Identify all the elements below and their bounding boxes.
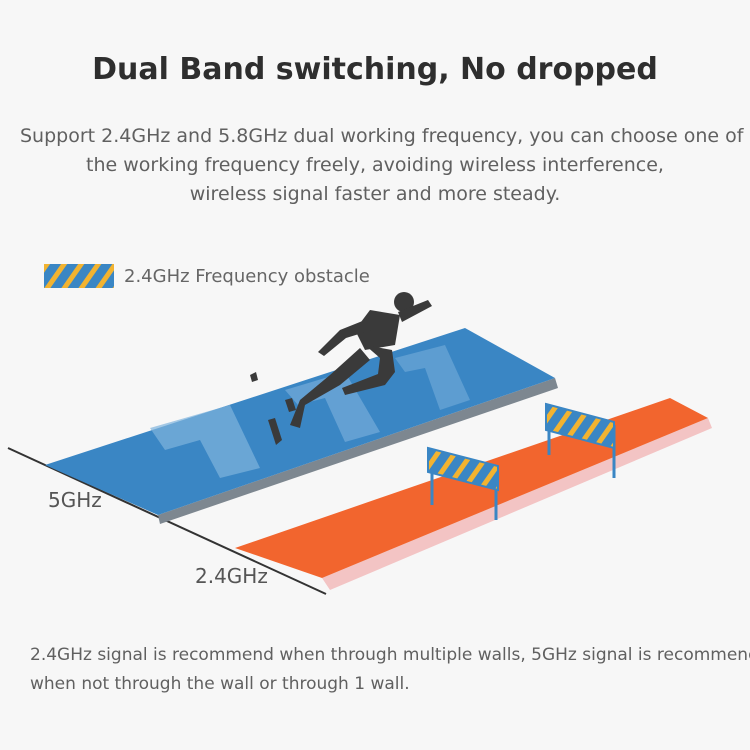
- chevron-mark: [150, 405, 260, 478]
- runner-silhouette: [250, 292, 432, 445]
- legend: 2.4GHz Frequency obstacle: [44, 264, 370, 288]
- footer-note: 2.4GHz signal is recommend when through …: [30, 641, 750, 699]
- subtitle: Support 2.4GHz and 5.8GHz dual working f…: [20, 122, 744, 209]
- track-5ghz-edge: [158, 378, 558, 524]
- band-24ghz-label: 2.4GHz: [195, 564, 268, 588]
- page-title: Dual Band switching, No dropped: [92, 52, 658, 87]
- chevron-mark: [285, 372, 380, 442]
- track-24ghz: [235, 398, 708, 578]
- subtitle-line: wireless signal faster and more steady.: [189, 183, 561, 205]
- subtitle-line: the working frequency freely, avoiding w…: [86, 154, 664, 176]
- band-5ghz-label: 5GHz: [48, 488, 102, 512]
- footer-line: when not through the wall or through 1 w…: [30, 674, 410, 694]
- legend-label: 2.4GHz Frequency obstacle: [124, 265, 370, 287]
- hurdle-obstacle: [545, 402, 616, 478]
- obstacle-stripe-swatch: [44, 264, 114, 288]
- subtitle-line: Support 2.4GHz and 5.8GHz dual working f…: [20, 125, 744, 147]
- chevron-mark: [395, 345, 470, 410]
- footer-line: 2.4GHz signal is recommend when through …: [30, 645, 750, 665]
- hurdle-obstacle: [427, 446, 499, 520]
